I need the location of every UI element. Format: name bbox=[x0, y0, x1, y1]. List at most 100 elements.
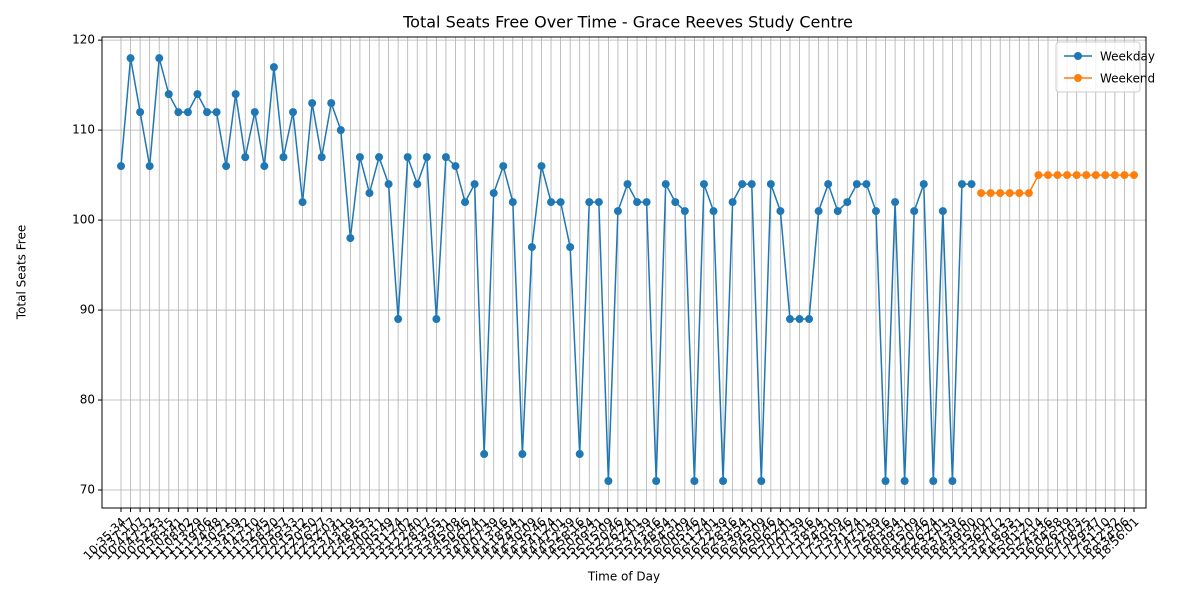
data-point bbox=[1082, 171, 1091, 180]
data-point bbox=[1024, 189, 1033, 198]
data-point bbox=[1063, 171, 1072, 180]
data-point bbox=[604, 477, 613, 486]
data-point bbox=[957, 180, 966, 189]
data-point bbox=[967, 180, 976, 189]
data-point bbox=[346, 234, 355, 243]
data-point bbox=[699, 180, 708, 189]
data-point bbox=[289, 108, 298, 117]
data-point bbox=[747, 180, 756, 189]
data-point bbox=[575, 450, 584, 459]
data-point bbox=[260, 162, 269, 171]
data-point bbox=[1015, 189, 1024, 198]
data-point bbox=[671, 198, 680, 207]
data-point bbox=[480, 450, 489, 459]
y-tick-label: 100 bbox=[72, 213, 95, 227]
data-point bbox=[900, 477, 909, 486]
data-point bbox=[1110, 171, 1119, 180]
data-point bbox=[241, 153, 250, 162]
data-point bbox=[250, 108, 259, 117]
data-point bbox=[613, 207, 622, 216]
data-point bbox=[766, 180, 775, 189]
data-point bbox=[499, 162, 508, 171]
data-point bbox=[547, 198, 556, 207]
data-point bbox=[986, 189, 995, 198]
data-point bbox=[1034, 171, 1043, 180]
data-point bbox=[413, 180, 422, 189]
data-point bbox=[871, 207, 880, 216]
data-point bbox=[518, 450, 527, 459]
y-tick-label: 80 bbox=[80, 393, 95, 407]
data-point bbox=[117, 162, 125, 171]
data-point bbox=[680, 207, 689, 216]
legend-marker bbox=[1074, 74, 1082, 82]
legend-label: Weekday bbox=[1100, 50, 1155, 64]
data-point bbox=[1043, 171, 1052, 180]
data-point bbox=[910, 207, 919, 216]
data-point bbox=[690, 477, 699, 486]
data-point bbox=[279, 153, 288, 162]
data-point bbox=[365, 189, 374, 198]
data-point bbox=[461, 198, 470, 207]
data-point bbox=[183, 108, 192, 117]
data-point bbox=[508, 198, 517, 207]
data-point bbox=[1005, 189, 1014, 198]
data-point bbox=[757, 477, 766, 486]
data-point bbox=[203, 108, 212, 117]
data-point bbox=[929, 477, 938, 486]
data-point bbox=[1120, 171, 1129, 180]
data-point bbox=[566, 243, 575, 252]
y-tick-label: 70 bbox=[80, 483, 95, 497]
data-point bbox=[527, 243, 536, 252]
data-point bbox=[556, 198, 565, 207]
data-point bbox=[403, 153, 412, 162]
data-point bbox=[776, 207, 785, 216]
data-point bbox=[652, 477, 661, 486]
y-tick-label: 90 bbox=[80, 303, 95, 317]
data-point bbox=[1091, 171, 1100, 180]
data-point bbox=[136, 108, 145, 117]
data-point bbox=[719, 477, 728, 486]
data-point bbox=[470, 180, 479, 189]
data-point bbox=[336, 126, 345, 135]
data-point bbox=[222, 162, 231, 171]
data-point bbox=[212, 108, 221, 117]
data-point bbox=[862, 180, 871, 189]
data-point bbox=[824, 180, 833, 189]
data-point bbox=[164, 90, 173, 99]
data-point bbox=[155, 54, 164, 63]
series-line bbox=[120, 57, 972, 482]
data-point bbox=[661, 180, 670, 189]
data-point bbox=[384, 180, 393, 189]
data-point bbox=[843, 198, 852, 207]
data-point bbox=[451, 162, 460, 171]
data-point bbox=[537, 162, 546, 171]
data-point bbox=[919, 180, 928, 189]
data-point bbox=[174, 108, 183, 117]
data-point bbox=[795, 315, 804, 324]
data-point bbox=[728, 198, 737, 207]
data-point bbox=[308, 99, 317, 108]
legend-marker bbox=[1074, 52, 1082, 60]
data-point bbox=[432, 315, 441, 324]
data-point bbox=[785, 315, 794, 324]
legend-label: Weekend bbox=[1100, 72, 1155, 86]
data-point bbox=[1101, 171, 1110, 180]
data-point bbox=[623, 180, 632, 189]
y-tick-label: 120 bbox=[72, 33, 95, 47]
y-axis-label: Total Seats Free bbox=[15, 225, 29, 320]
data-point bbox=[977, 189, 986, 198]
data-point bbox=[145, 162, 154, 171]
data-point bbox=[814, 207, 823, 216]
data-point bbox=[594, 198, 603, 207]
data-point bbox=[738, 180, 747, 189]
data-point bbox=[422, 153, 431, 162]
data-point bbox=[891, 198, 900, 207]
data-point bbox=[441, 153, 450, 162]
plot-frame bbox=[101, 36, 1147, 509]
data-point bbox=[881, 477, 890, 486]
data-point bbox=[489, 189, 498, 198]
data-point bbox=[833, 207, 842, 216]
data-point bbox=[585, 198, 594, 207]
data-point bbox=[394, 315, 403, 324]
